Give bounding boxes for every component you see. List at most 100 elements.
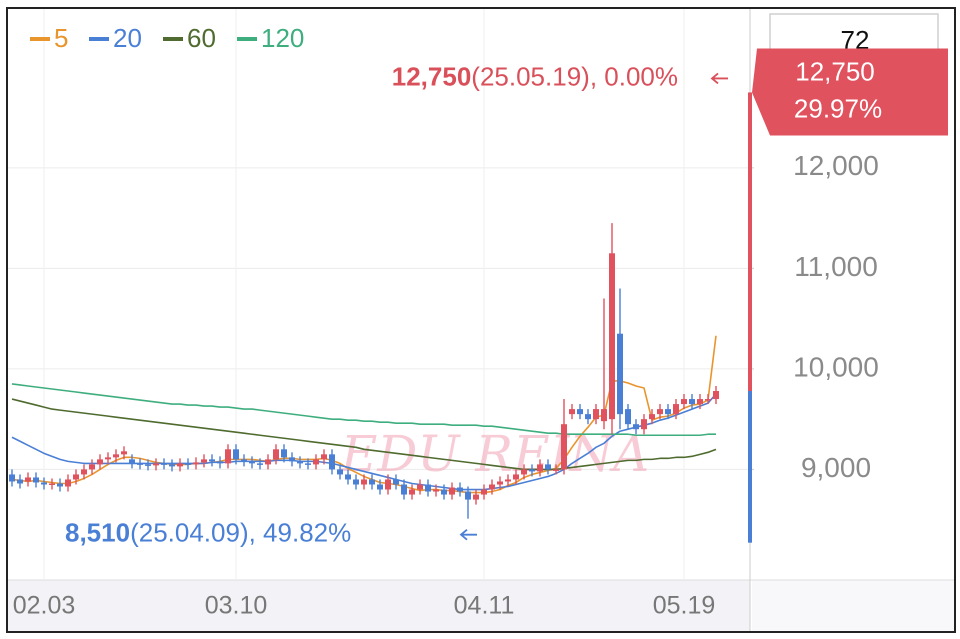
candle-body (633, 424, 639, 430)
candle-body (9, 474, 15, 482)
candle-body (673, 404, 679, 415)
annotation-detail: (25.04.09), 49.82% (130, 518, 351, 548)
candle-body (65, 479, 71, 487)
arrow-icon (459, 528, 477, 541)
candle-body (241, 459, 247, 462)
candle-body (401, 484, 407, 495)
candle-body (409, 489, 415, 495)
candle-body (585, 414, 591, 420)
candle-body (25, 477, 31, 482)
candles (9, 223, 719, 519)
candle-body (153, 463, 159, 466)
grid-layer: 9,000 10,000 11,000 12,000 02.03 03.10 04.11 05… (8, 8, 879, 620)
candle-body (281, 449, 287, 458)
candle-body (457, 487, 463, 492)
candle-body (569, 409, 575, 415)
candle-body (417, 484, 423, 490)
candle-body (529, 469, 535, 472)
candle-body (201, 459, 207, 463)
annotation-price: 8,510 (65, 518, 130, 548)
candle-body (377, 484, 383, 490)
candle-body (705, 399, 711, 401)
candle-body (393, 479, 399, 485)
candle-body (113, 454, 119, 458)
candle-body (249, 461, 255, 464)
candle-body (497, 481, 503, 485)
candle-body (129, 459, 135, 464)
candle-body (561, 424, 567, 470)
legend-label: 60 (187, 23, 216, 53)
annotation-price: 12,750 (392, 61, 472, 91)
candle-body (265, 459, 271, 465)
candle-body (57, 483, 63, 487)
candle-body (145, 464, 151, 466)
y-tick-label: 12,000 (793, 150, 879, 181)
candle-body (625, 409, 631, 425)
candle-body (369, 479, 375, 485)
range-bar-up (748, 92, 752, 392)
candle-body (177, 463, 183, 467)
candle-body (97, 459, 103, 465)
x-tick-label: 03.10 (205, 592, 268, 620)
candle-body (105, 457, 111, 460)
ma-line (11, 383, 716, 437)
candle-body (681, 399, 687, 405)
candle-body (41, 482, 47, 485)
annotation-detail: (25.05.19), 0.00% (471, 61, 678, 91)
legend-swatch (237, 37, 257, 41)
candle-body (665, 409, 671, 415)
candle-body (321, 454, 327, 460)
candle-body (305, 463, 311, 465)
y-tick-label: 10,000 (793, 351, 879, 382)
arrow-icon (710, 72, 728, 85)
y-tick-label: 9,000 (801, 452, 871, 483)
candle-body (545, 464, 551, 470)
legend-swatch (30, 37, 50, 41)
candle-body (617, 333, 623, 415)
candle-body (441, 489, 447, 495)
candle-body (73, 474, 79, 480)
candle-body (521, 469, 527, 475)
candle-body (33, 477, 39, 483)
candle-body (601, 409, 607, 422)
price-tag-change: 29.97% (794, 93, 882, 123)
candle-body (609, 253, 615, 420)
candle-body (385, 479, 391, 490)
candle-body (169, 464, 175, 467)
candle-body (465, 491, 471, 500)
candle-body (649, 414, 655, 420)
candle-body (473, 494, 479, 500)
candle-body (553, 469, 559, 471)
frame (6, 7, 956, 633)
candle-body (233, 449, 239, 460)
candle-body (489, 484, 495, 490)
candle-body (593, 409, 599, 420)
legend-label: 120 (261, 23, 304, 53)
candle-body (425, 484, 431, 492)
legend-label: 5 (54, 23, 68, 53)
price-annotation: 8,510(25.04.09), 49.82% (65, 518, 351, 548)
candle-body (697, 399, 703, 405)
x-tick-label: 05.19 (653, 592, 716, 620)
candle-body (713, 391, 719, 400)
x-axis-band (8, 580, 750, 632)
x-tick-label: 02.03 (13, 592, 76, 620)
candle-body (273, 449, 279, 460)
legend-swatch (163, 37, 183, 41)
candle-body (361, 479, 367, 485)
price-tag (752, 48, 948, 136)
candle-body (481, 489, 487, 495)
candle-body (329, 454, 335, 470)
candle-body (289, 457, 295, 462)
range-bar-down (748, 391, 752, 543)
candle-body (17, 479, 23, 484)
candle-body (121, 451, 127, 455)
candle-body (89, 464, 95, 470)
candle-body (537, 464, 543, 472)
candle-body (505, 479, 511, 482)
y-tick-label: 11,000 (794, 251, 878, 282)
candle-body (185, 463, 191, 465)
candle-body (161, 463, 167, 465)
